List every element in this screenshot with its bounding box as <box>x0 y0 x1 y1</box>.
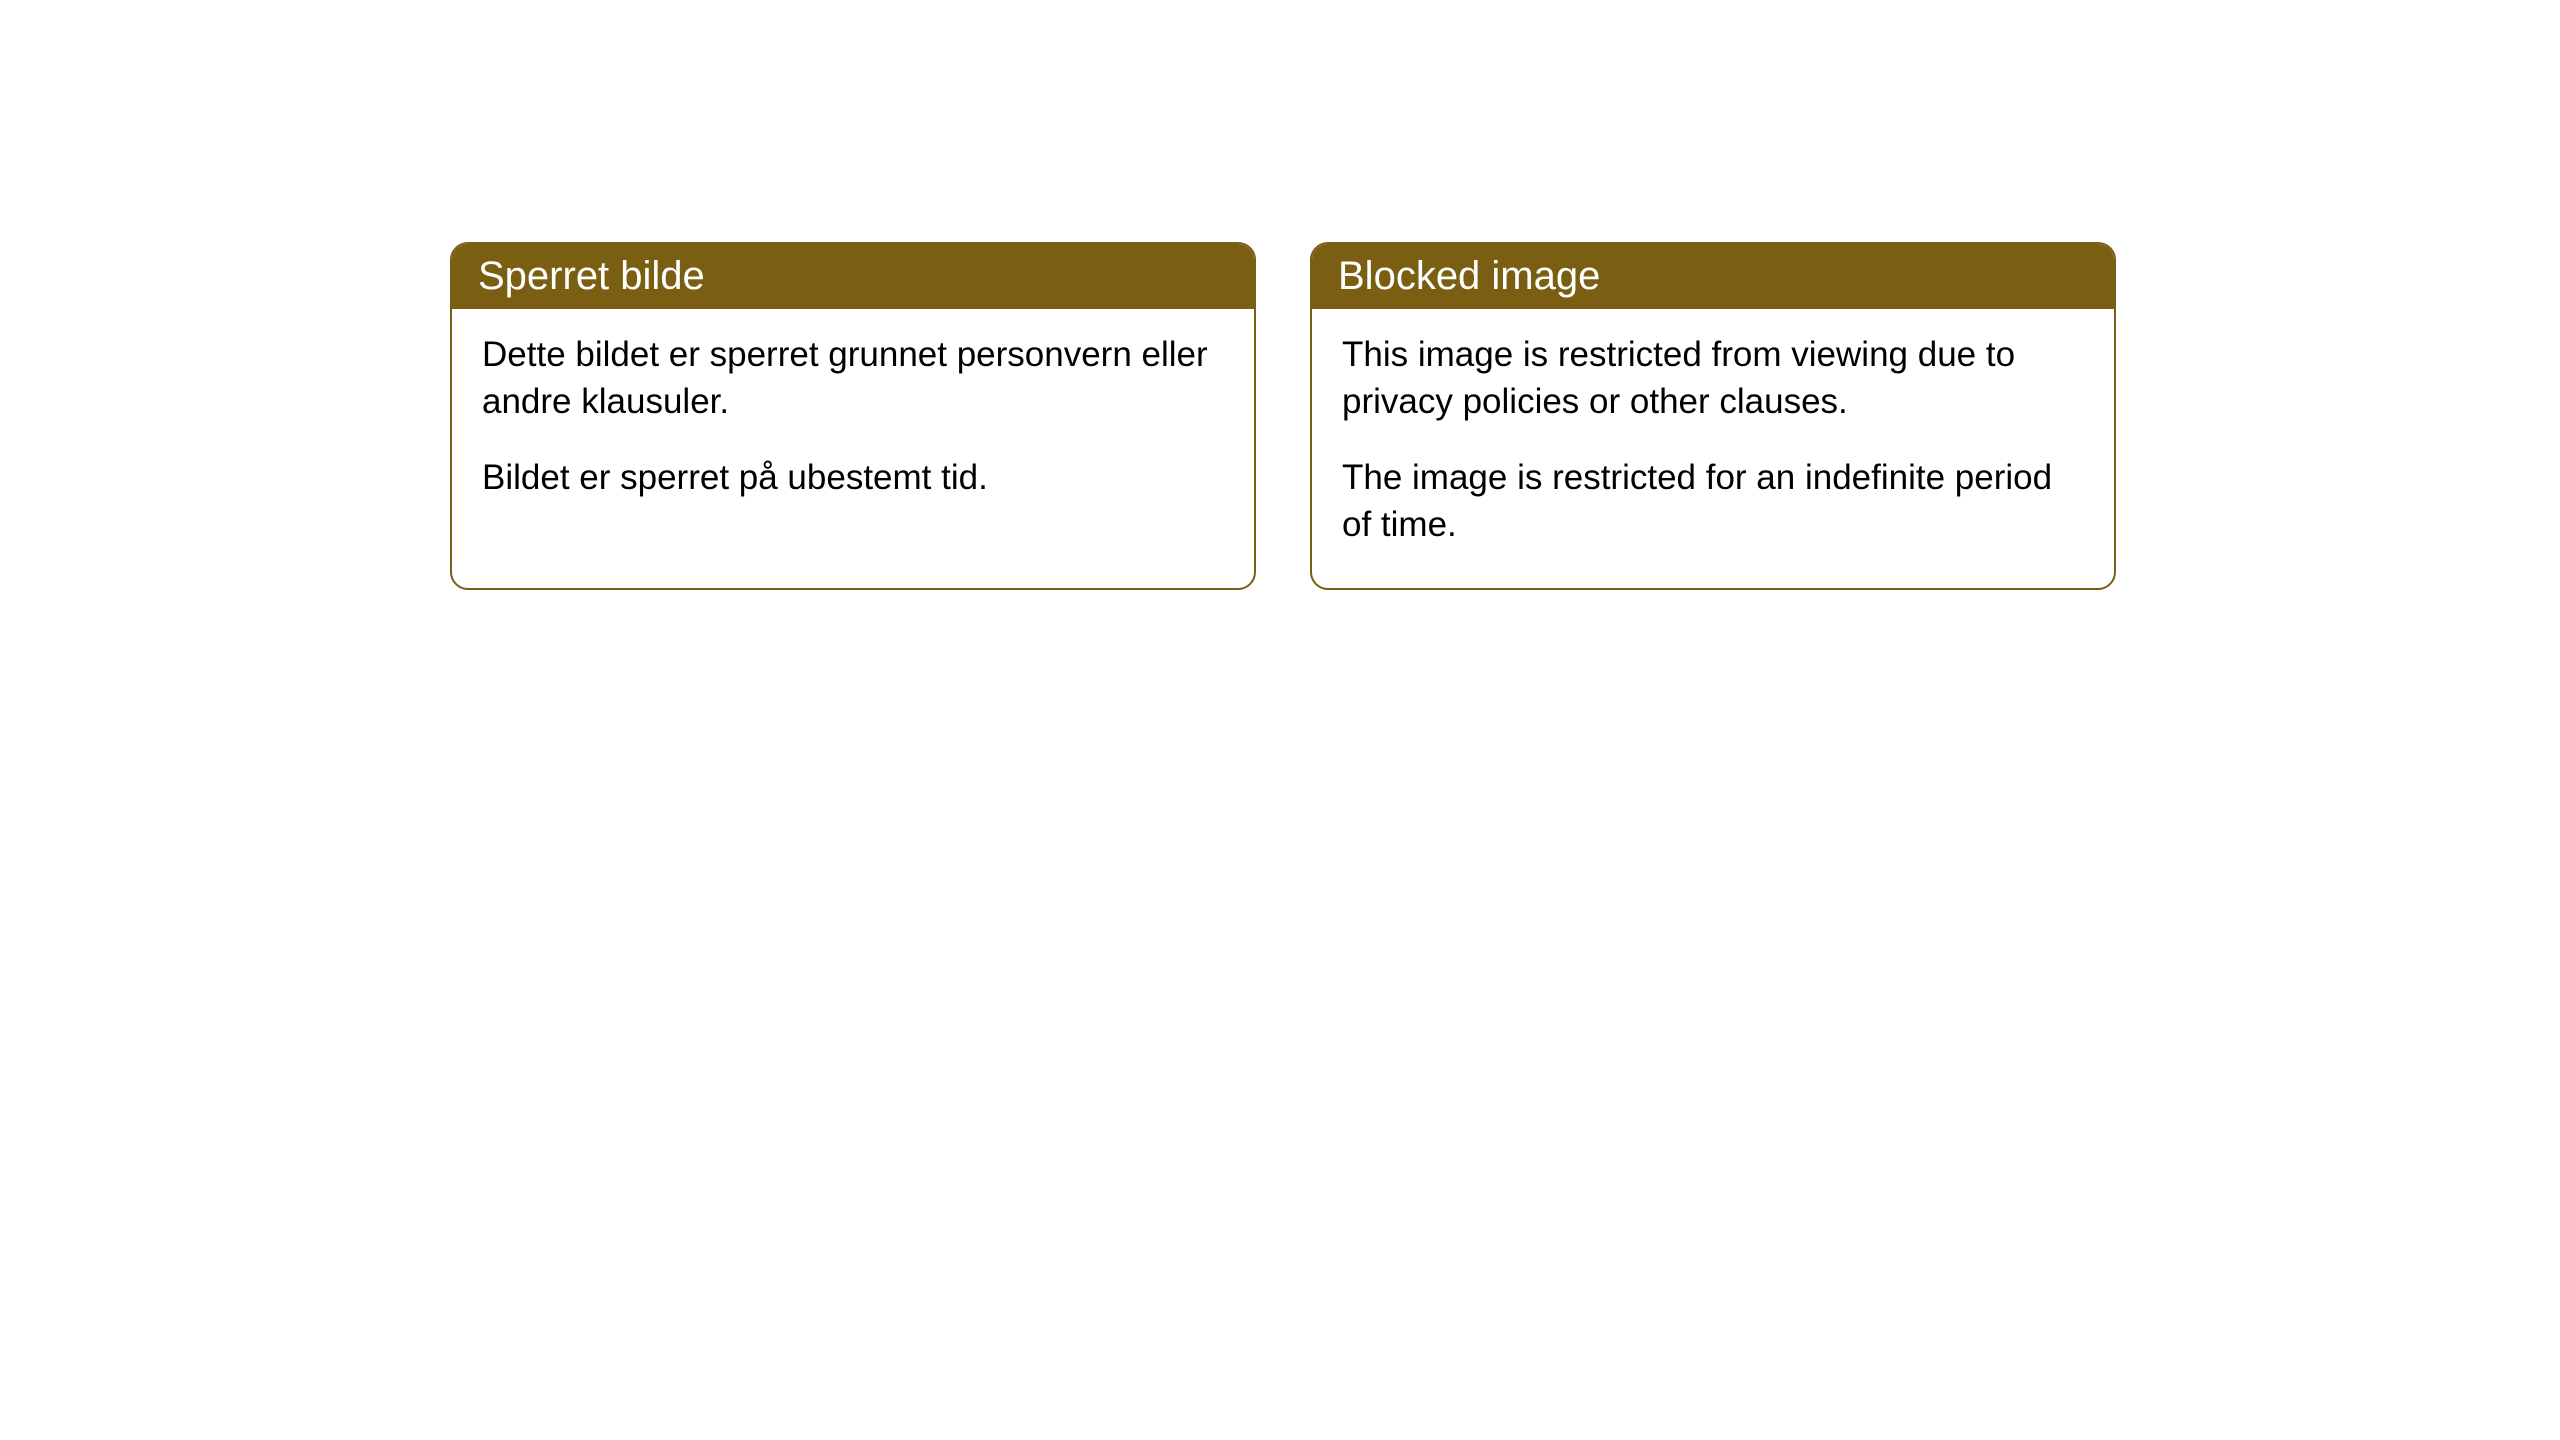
card-paragraph: Dette bildet er sperret grunnet personve… <box>482 331 1224 426</box>
blocked-image-card-no: Sperret bilde Dette bildet er sperret gr… <box>450 242 1256 590</box>
card-title: Blocked image <box>1338 254 1600 298</box>
card-header: Blocked image <box>1312 244 2114 309</box>
card-header: Sperret bilde <box>452 244 1254 309</box>
cards-container: Sperret bilde Dette bildet er sperret gr… <box>0 0 2560 590</box>
blocked-image-card-en: Blocked image This image is restricted f… <box>1310 242 2116 590</box>
card-body: This image is restricted from viewing du… <box>1312 309 2114 588</box>
card-paragraph: The image is restricted for an indefinit… <box>1342 454 2084 549</box>
card-title: Sperret bilde <box>478 254 705 298</box>
card-paragraph: Bildet er sperret på ubestemt tid. <box>482 454 1224 501</box>
card-paragraph: This image is restricted from viewing du… <box>1342 331 2084 426</box>
card-body: Dette bildet er sperret grunnet personve… <box>452 309 1254 541</box>
